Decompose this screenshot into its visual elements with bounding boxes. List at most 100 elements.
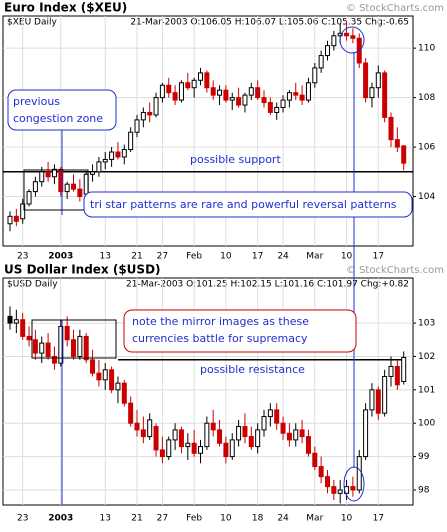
candle-body [102, 158, 108, 163]
candle-body [394, 365, 400, 386]
highlight-ellipse [339, 26, 365, 54]
candle-body [280, 422, 286, 434]
candle-body [204, 72, 210, 89]
x-tick-label: Feb [186, 252, 202, 262]
candle-body [261, 416, 267, 431]
candle-body [20, 203, 26, 220]
candle-body [166, 84, 172, 94]
candle-body [64, 325, 70, 341]
candle-body [191, 442, 197, 454]
candle-body [312, 67, 318, 84]
candle-body [198, 72, 203, 81]
candle-body [363, 62, 369, 99]
candle-body [39, 342, 45, 354]
candle-body [274, 409, 280, 424]
hline-label: possible resistance [200, 363, 305, 376]
x-tick-label: Feb [186, 514, 202, 524]
candle-body [318, 55, 324, 69]
annotation-box [7, 89, 117, 131]
x-tick-label: 23 [17, 514, 28, 524]
annotation-box [83, 191, 413, 218]
candle-body [223, 89, 229, 101]
candle-body [305, 436, 311, 454]
y-tick-label: 99 [418, 452, 430, 462]
candle-body [83, 335, 89, 361]
candle-body [32, 339, 38, 354]
annotation-box [123, 309, 357, 353]
candle-body [229, 97, 235, 101]
x-tick-label: 21 [131, 252, 142, 262]
panel [2, 277, 414, 506]
x-tick-label: 2003 [48, 514, 73, 524]
candle-body [140, 111, 146, 121]
candle-body [236, 97, 242, 106]
annotation: tri star patterns are rare and powerful … [90, 198, 397, 211]
x-tick-label: 17 [373, 514, 384, 524]
x-tick-label: 10 [341, 514, 353, 524]
candle-body [39, 171, 45, 183]
candle-body [147, 419, 153, 438]
candle-body [394, 139, 400, 148]
candle-body [350, 35, 356, 39]
candle-body [102, 369, 108, 381]
candle-body [286, 92, 292, 101]
x-tick-label: 21 [131, 514, 142, 524]
candle-body [96, 161, 102, 173]
candle-body [178, 429, 184, 448]
y-tick-label: 110 [418, 44, 435, 54]
candle-body [204, 422, 210, 448]
x-tick-label: 2003 [48, 252, 73, 262]
candle-body [115, 151, 121, 158]
quote: 21-Mar-2003 O:106.05 H:106.07 L:105.06 C… [130, 18, 409, 28]
x-tick-label: Mar [306, 514, 323, 524]
candle-body [305, 82, 311, 101]
candle-body [7, 315, 13, 324]
candle-body [210, 87, 216, 96]
candle-body [20, 319, 26, 337]
candle-body [128, 402, 134, 424]
candle-body [312, 452, 318, 468]
candle-body [134, 422, 140, 431]
candle-body [344, 32, 350, 37]
candle-body [401, 356, 407, 382]
candle-body [45, 342, 51, 357]
x-tick-label: 10 [341, 252, 353, 262]
candle-body [153, 426, 159, 451]
candle-body [210, 422, 216, 431]
candle-body [388, 116, 394, 141]
candle-body [90, 171, 96, 175]
hline-label: possible support [190, 153, 281, 166]
candle-body [26, 191, 32, 205]
candle-body [401, 145, 407, 164]
x-tick-label: 24 [277, 514, 289, 524]
candle-body [121, 382, 127, 404]
chart-title: Euro Index ($XEU) [4, 1, 127, 15]
candle-body [274, 107, 280, 113]
candle-body [337, 489, 343, 494]
quote: 21-Mar-2003 O:101.25 H:102.15 L:101.16 C… [126, 280, 409, 290]
candle-body [77, 188, 83, 198]
candle-body [299, 94, 305, 101]
candle-body [217, 89, 223, 96]
plot-layer: 104 106 108 110 23 2003 13 21 27 Feb 10 17 24 Mar 10 17… [3, 16, 435, 524]
x-tick-label: 18 [252, 514, 264, 524]
candle-body [369, 87, 375, 99]
candle-body [382, 375, 388, 414]
candle-body [248, 436, 254, 448]
x-tick-label: Mar [306, 252, 323, 262]
annotation: congestion zone [13, 112, 103, 125]
candle-body [166, 439, 172, 458]
x-tick-label: 23 [17, 252, 28, 262]
candle-body [242, 426, 248, 438]
candle-body [350, 486, 356, 491]
y-tick-label: 98 [418, 485, 430, 495]
candle-body [375, 389, 381, 414]
source: © StockCharts.com [346, 265, 444, 276]
candle-body [185, 442, 191, 448]
x-tick-label: 27 [157, 514, 168, 524]
candle-body [280, 99, 286, 109]
candle-body [198, 446, 203, 454]
x-tick-label: 13 [100, 514, 111, 524]
congestion-box [23, 169, 89, 211]
candle-body [375, 72, 381, 89]
